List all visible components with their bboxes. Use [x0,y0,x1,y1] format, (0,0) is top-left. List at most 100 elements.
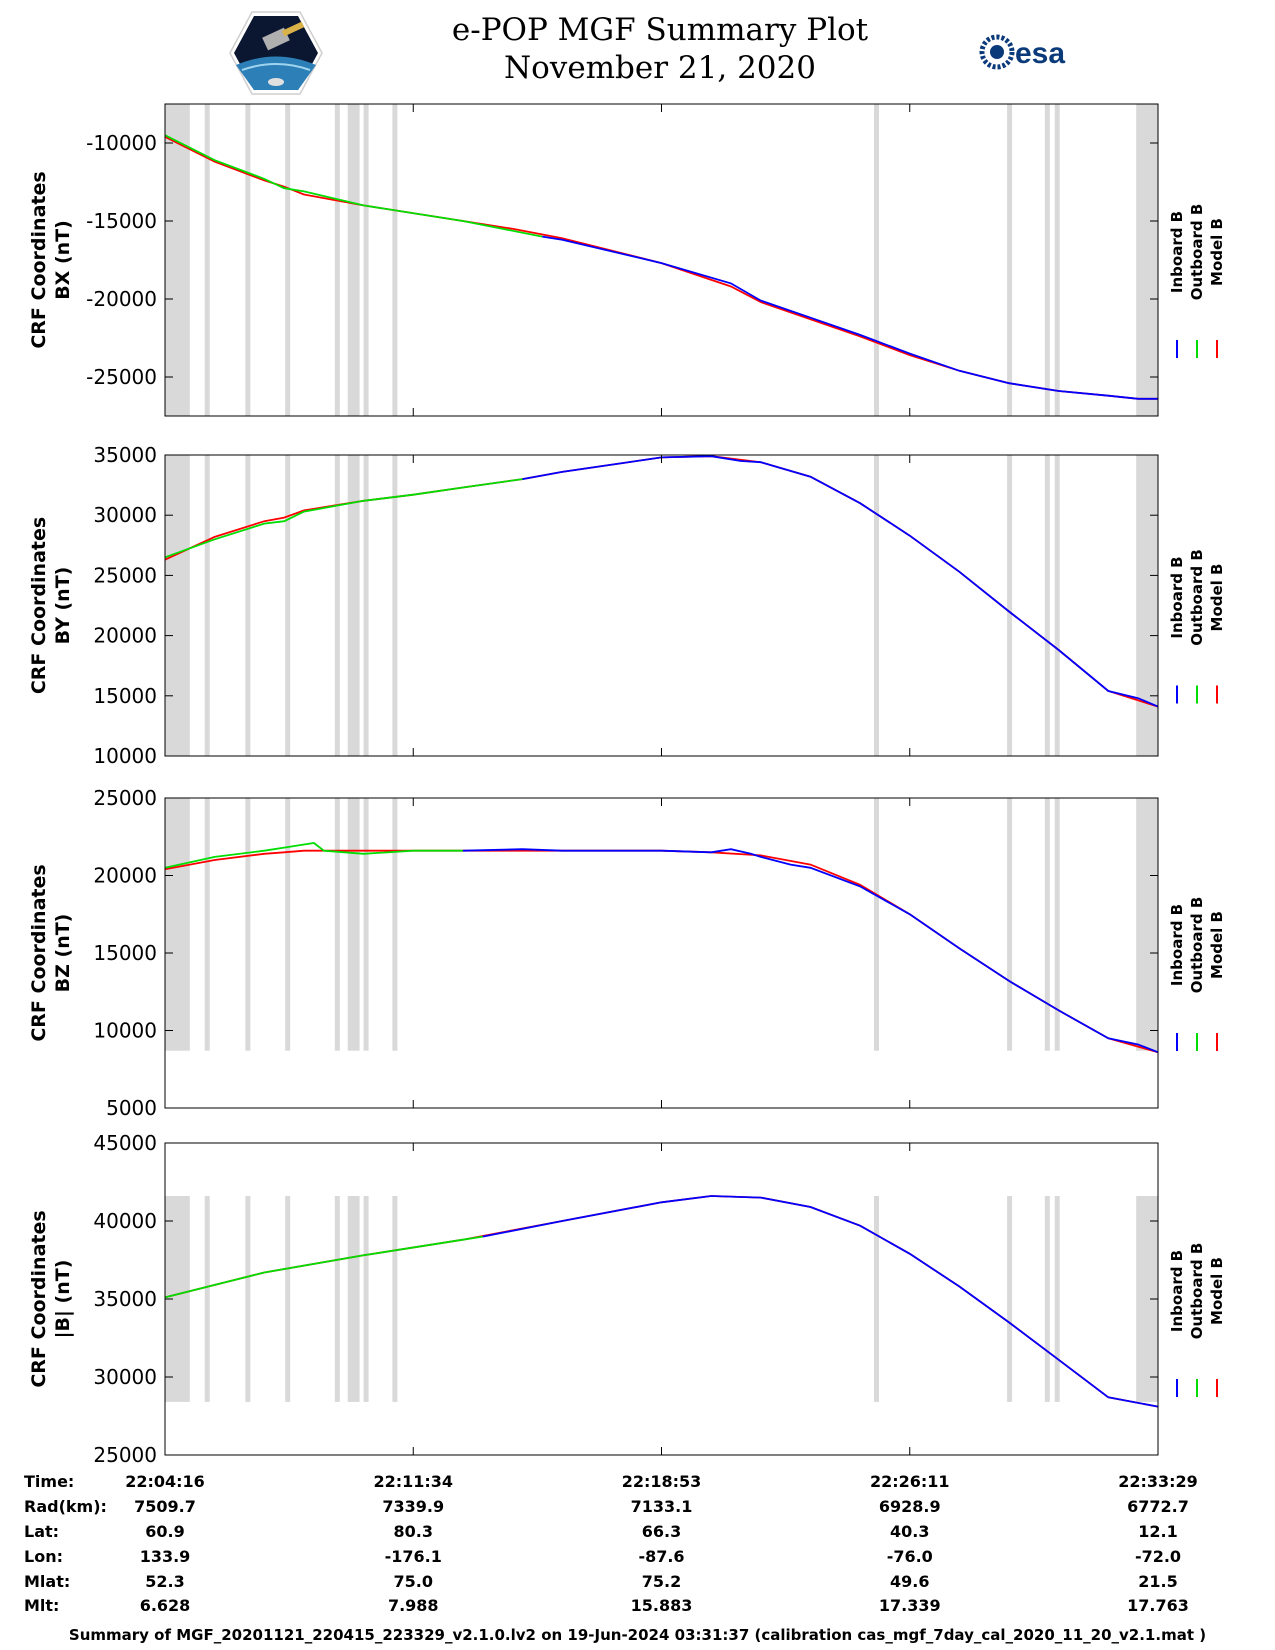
y-tick-label: 25000 [93,1443,157,1467]
ephemeris-value: 22:18:53 [621,1472,702,1491]
y-tick-label: 15000 [93,684,157,708]
ephemeris-row-label: Rad(km): [24,1497,107,1516]
y-axis-label: CRF Coordinates |B| (nT) [28,1210,74,1387]
series-line-inboard-b [462,848,1159,1054]
ephemeris-value: 17.339 [878,1596,941,1615]
legend-label-model: Model B [1208,911,1226,979]
ephemeris-row-label: Mlat: [24,1572,71,1591]
series-line-outboard-b [164,478,523,559]
y-tick-label: 40000 [93,1209,157,1233]
ephemeris-value: -72.0 [1134,1547,1182,1566]
series-line-outboard-b [164,134,543,238]
y-tick-label: 25000 [93,786,157,810]
y-tick-label: 35000 [93,443,157,467]
data-gap-band [1044,798,1050,1051]
data-gap-band [334,798,340,1051]
ephemeris-value: 17.763 [1127,1596,1189,1615]
y-axis-label-line2: BZ (nT) [52,914,74,993]
data-gap-band [1007,104,1013,416]
data-gap-band [165,104,190,416]
chart-title: e-POP MGF Summary Plot [451,12,869,48]
data-gap-band [1054,455,1060,756]
panel-4: 45000 40000 35000 30000 25000 CRF Coordinates… [28,1131,1226,1467]
ephemeris-value: 52.3 [145,1572,185,1591]
data-gap-band [334,455,340,756]
ephemeris-row-label: Mlt: [24,1596,60,1615]
legend-label-outboard: Outboard B [1188,897,1206,994]
y-tick-label: 30000 [93,503,157,527]
data-gap-band [347,455,360,756]
panel-3: 25000 20000 15000 10000 5000 CRF Coordinates B… [28,786,1226,1120]
legend-label-model: Model B [1208,1257,1226,1325]
ephemeris-value: 6.628 [139,1596,191,1615]
legend-label-inboard: Inboard B [1168,211,1186,293]
y-axis-label-line1: CRF Coordinates [28,1210,50,1387]
ephemeris-value: 22:26:11 [869,1472,950,1491]
ephemeris-value: 6772.7 [1127,1497,1189,1516]
data-gap-band [245,104,251,416]
y-axis-label-line1: CRF Coordinates [28,864,50,1041]
y-tick-label: 20000 [93,864,157,888]
data-gap-band [347,104,360,416]
y-tick-label: 15000 [93,941,157,965]
esa-logo: esa [979,34,1065,70]
ephemeris-value: 7339.9 [382,1497,445,1516]
ephemeris-row-label: Lat: [24,1522,60,1541]
data-gap-band [245,1196,251,1402]
series-line-inboard-b [522,455,1159,708]
data-gap-band [285,798,291,1051]
data-gap-band [204,798,210,1051]
data-gap-band [874,104,879,416]
y-tick-label: 25000 [93,563,157,587]
y-tick-label: -10000 [86,131,157,155]
ephemeris-value: 21.5 [1138,1572,1178,1591]
y-tick-label: 5000 [106,1096,157,1120]
data-gap-band [363,455,369,756]
y-tick-label: -25000 [86,365,157,389]
data-gap-band [347,798,360,1051]
data-gap-band [1054,1196,1060,1402]
y-axis-label-line2: BX (nT) [52,220,74,300]
data-gap-band [392,104,398,416]
y-axis-label-line1: CRF Coordinates [28,171,50,348]
ephemeris-value: 22:33:29 [1118,1472,1198,1491]
data-gap-band [245,798,251,1051]
ephemeris-value: 7133.1 [630,1497,693,1516]
ephemeris-value: 40.3 [890,1522,930,1541]
data-gap-band [1136,104,1158,416]
y-axis-label-line2: |B| (nT) [52,1260,74,1339]
data-gap-band [1136,1196,1158,1402]
data-gap-band [363,798,369,1051]
ephemeris-row-label: Time: [24,1472,75,1491]
data-gap-band [1054,104,1060,416]
y-axis-label: CRF Coordinates BX (nT) [28,171,74,348]
data-gap-band [874,798,879,1051]
ephemeris-value: 75.2 [641,1572,682,1591]
y-axis-label-line2: BY (nT) [52,567,74,645]
legend-label-inboard: Inboard B [1168,556,1186,638]
data-gap-band [165,798,190,1051]
data-gap-band [392,1196,398,1402]
data-gap-band [285,455,291,756]
data-gap-band [245,455,251,756]
ephemeris-value: 49.6 [890,1572,930,1591]
ephemeris-value: 22:11:34 [373,1472,454,1491]
data-gap-band [165,455,190,756]
data-gap-band [874,455,879,756]
y-axis-label: CRF Coordinates BY (nT) [28,517,74,694]
data-gap-band [334,1196,340,1402]
ephemeris-row-label: Lon: [24,1547,63,1566]
ephemeris-value: 15.883 [630,1596,693,1615]
ephemeris-value: 60.9 [145,1522,185,1541]
data-gap-band [204,1196,210,1402]
data-gap-band [1044,455,1050,756]
data-gap-band [1007,1196,1013,1402]
panel-2: 35000 30000 25000 20000 15000 10000 CRF Coordi… [28,443,1226,768]
data-gap-band [347,1196,360,1402]
legend-label-outboard: Outboard B [1188,1243,1206,1340]
ephemeris-value: 133.9 [139,1547,191,1566]
y-tick-label: 10000 [93,744,157,768]
data-gap-band [874,1196,879,1402]
legend-label-inboard: Inboard B [1168,1250,1186,1332]
